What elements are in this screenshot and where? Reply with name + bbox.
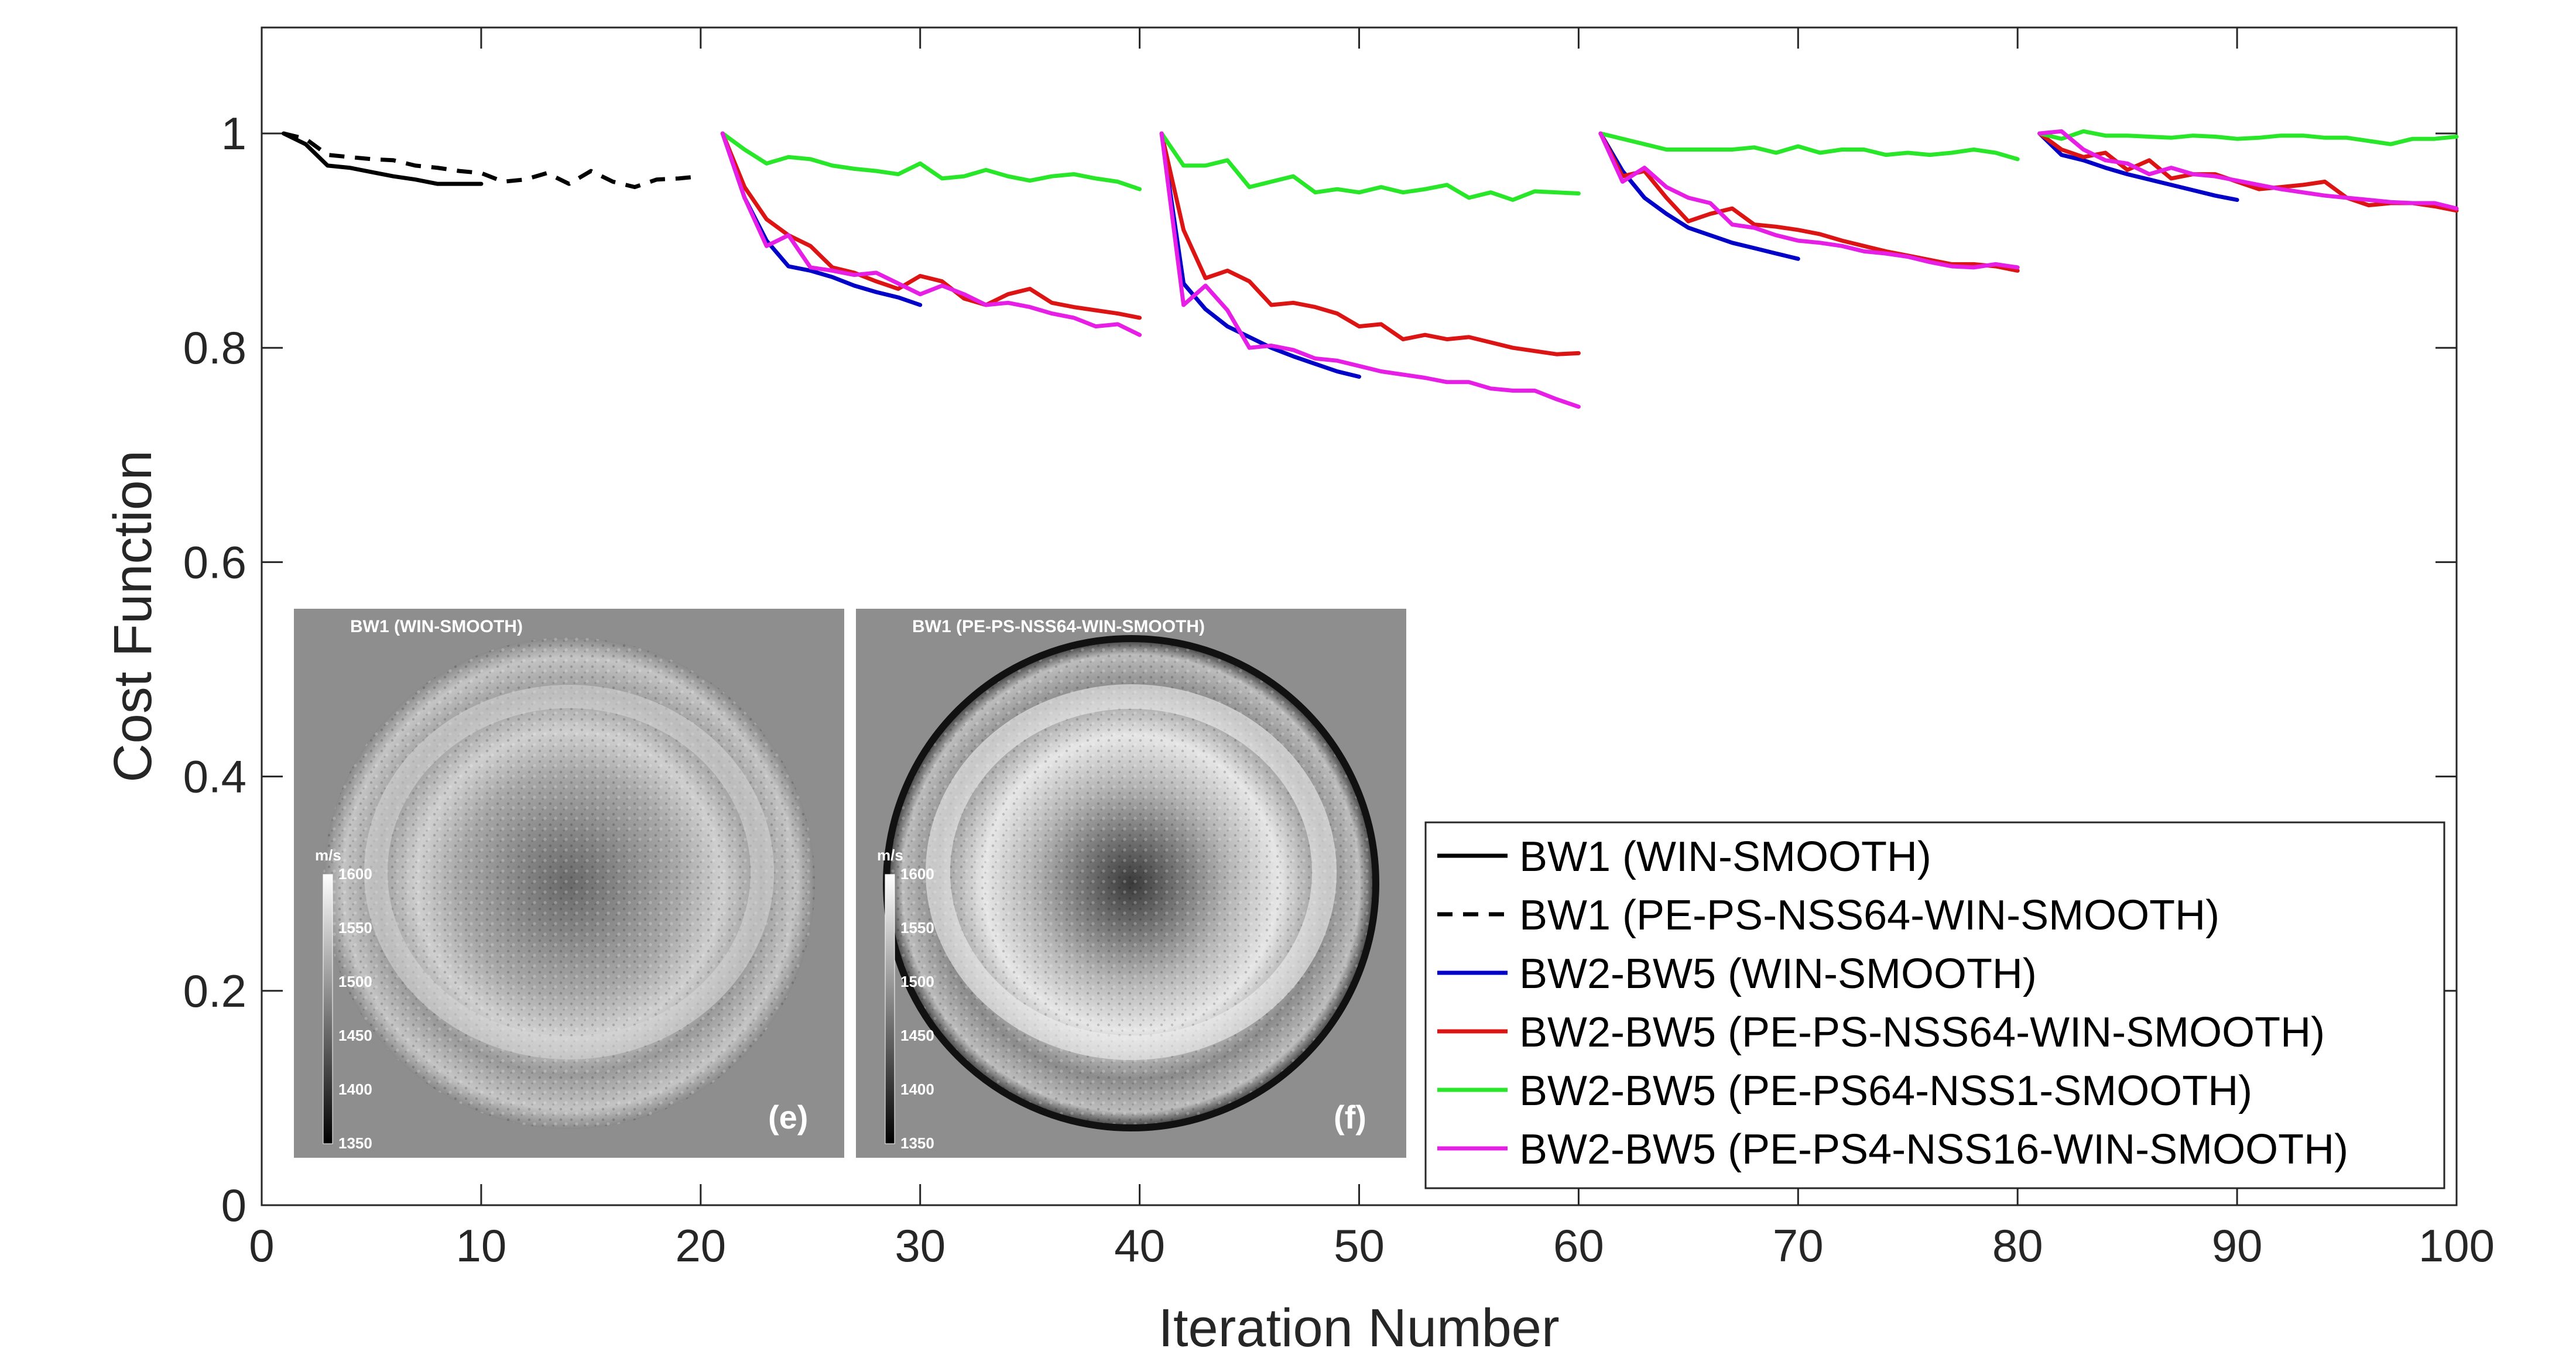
series-line-5-segment-2 (1159, 131, 1581, 202)
series-line-6-segment-2 (1159, 131, 1581, 409)
colorbar-tick: 1450 (900, 1027, 934, 1044)
colorbar-tick: 1550 (338, 919, 372, 937)
series-line-2-segment-1 (283, 131, 701, 190)
inset-f-ring (926, 684, 1337, 1060)
legend-label: BW2-BW5 (PE-PS-NSS64-WIN-SMOOTH) (1519, 1009, 2325, 1056)
inset-e-colorbar-ticks: 1600 1550 1500 1450 1400 1350 (338, 865, 372, 1152)
inset-e-colorbar (323, 874, 333, 1144)
inset-f-colorbar (885, 874, 895, 1144)
inset-f-colorbar-unit: m/s (877, 846, 903, 864)
y-tick-label: 0.4 (183, 751, 246, 802)
series-line-4-segment-2 (1159, 131, 1581, 356)
colorbar-tick: 1450 (338, 1027, 372, 1044)
series-line-4-segment-3 (1598, 131, 2020, 273)
series-line-3-segment-4 (2037, 131, 2239, 202)
x-tick-label: 0 (249, 1220, 274, 1271)
colorbar-tick: 1400 (338, 1081, 372, 1098)
inset-f-colorbar-ticks: 1600 1550 1500 1450 1400 1350 (900, 865, 934, 1152)
legend-items: BW1 (WIN-SMOOTH) BW1 (PE-PS-NSS64-WIN-SMO… (1437, 834, 2348, 1173)
legend-label: BW2-BW5 (PE-PS4-NSS16-WIN-SMOOTH) (1519, 1126, 2348, 1173)
x-tick-label: 30 (895, 1220, 946, 1271)
series-layer (282, 129, 2459, 409)
inset-e-ring (364, 685, 774, 1059)
series-line-6-segment-4 (2037, 129, 2459, 211)
colorbar-tick: 1600 (900, 865, 934, 883)
colorbar-tick: 1550 (900, 919, 934, 937)
y-tick-label: 1 (221, 108, 246, 159)
inset-f-tag: (f) (1334, 1099, 1366, 1136)
colorbar-tick: 1500 (338, 973, 372, 990)
x-tick-label: 100 (2419, 1220, 2495, 1271)
series-line-3-segment-3 (1598, 131, 1800, 261)
legend-label: BW2-BW5 (PE-PS64-NSS1-SMOOTH) (1519, 1068, 2252, 1114)
colorbar-tick: 1500 (900, 973, 934, 990)
series-line-5-segment-4 (2037, 129, 2459, 146)
inset-e-title: BW1 (WIN-SMOOTH) (350, 617, 523, 636)
legend: BW1 (WIN-SMOOTH) BW1 (PE-PS-NSS64-WIN-SMO… (1424, 821, 2445, 1189)
legend-label: BW2-BW5 (WIN-SMOOTH) (1519, 951, 2037, 997)
legend-box (1424, 821, 2445, 1189)
x-tick-label: 50 (1334, 1220, 1385, 1271)
series-line-5-segment-3 (1598, 131, 2020, 162)
colorbar-tick: 1600 (338, 865, 372, 883)
y-tick-label: 0.6 (183, 536, 246, 588)
y-tick-label: 0 (221, 1179, 246, 1231)
y-axis-title: Cost Function (103, 450, 163, 783)
x-axis-title: Iteration Number (1158, 1298, 1559, 1348)
axis-ticks (261, 28, 2458, 1206)
inset-e-tag: (e) (768, 1099, 808, 1136)
series-line-6-segment-3 (1598, 131, 2020, 270)
series-line-5-segment-1 (720, 131, 1142, 191)
inset-image-f: BW1 (PE-PS-NSS64-WIN-SMOOTH) (f) m/s 160… (856, 609, 1406, 1158)
y-tick-label: 0.8 (183, 322, 246, 373)
x-tick-label: 90 (2212, 1220, 2263, 1271)
colorbar-tick: 1400 (900, 1081, 934, 1098)
x-tick-label: 10 (456, 1220, 507, 1271)
legend-label: BW1 (WIN-SMOOTH) (1519, 834, 1931, 880)
inset-e-colorbar-unit: m/s (315, 846, 341, 864)
series-line-6-segment-1 (720, 131, 1142, 337)
colorbar-tick: 1350 (900, 1134, 934, 1152)
y-tick-label: 0.2 (183, 965, 246, 1017)
x-tick-label: 80 (1992, 1220, 2043, 1271)
series-line-1-segment-1 (282, 131, 484, 186)
inset-image-e: BW1 (WIN-SMOOTH) (e) m/s 1600 1550 1500 … (294, 609, 844, 1158)
legend-label: BW1 (PE-PS-NSS64-WIN-SMOOTH) (1519, 892, 2219, 939)
x-tick-label: 60 (1553, 1220, 1604, 1271)
axis-tick-labels: 0 10 20 30 40 50 60 70 80 90 100 0 0.2 0.4 0.6 0.8 1 (183, 108, 2495, 1271)
x-tick-label: 40 (1114, 1220, 1165, 1271)
colorbar-tick: 1350 (338, 1134, 372, 1152)
inset-f-title: BW1 (PE-PS-NSS64-WIN-SMOOTH) (912, 617, 1205, 636)
x-tick-label: 70 (1773, 1220, 1824, 1271)
x-tick-label: 20 (675, 1220, 726, 1271)
